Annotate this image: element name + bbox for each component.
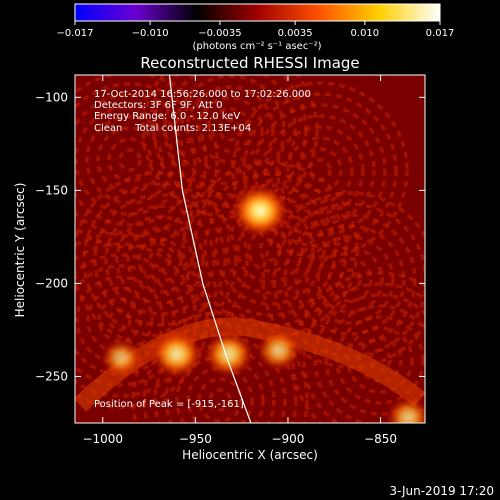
x-axis-label: Heliocentric X (arcsec): [182, 448, 318, 462]
colorbar: [74, 3, 441, 22]
ripple-ring: [104, 204, 216, 316]
colorbar-tick-label: 0.010: [351, 28, 380, 39]
ripple-ring: [82, 182, 238, 338]
ripple-ring: [305, 235, 395, 325]
ripple-ring: [196, 96, 264, 164]
colorbar-tick-label: −0.010: [132, 28, 169, 39]
ripple-ring: [97, 297, 143, 343]
ripple-ring: [126, 226, 194, 294]
peak-position-label: Position of Peak = [-915,-161]: [94, 399, 244, 410]
ripple-ring: [108, 308, 132, 332]
x-tick-label: −900: [271, 432, 304, 446]
ripple-ring: [118, 148, 142, 172]
ripple-ring: [86, 286, 154, 354]
colorbar-tick-label: 0.0035: [278, 28, 313, 39]
ripple-ring: [242, 92, 398, 248]
ripple-ring: [231, 81, 409, 259]
annotation-energy-range: Energy Range: 6.0 - 12.0 keV: [94, 111, 240, 122]
ripple-ring: [258, 238, 282, 262]
emission-source: [231, 184, 289, 237]
emission-source: [257, 330, 301, 371]
ripple-ring: [208, 388, 232, 412]
footer-timestamp: 3-Jun-2019 17:20: [389, 484, 494, 498]
emission-source: [151, 330, 203, 378]
ripple-ring: [247, 227, 293, 273]
y-tick-label: −100: [35, 90, 68, 104]
ripple-ring: [313, 293, 425, 423]
colorbar-tick-label: −0.0035: [198, 28, 241, 39]
ripple-ring: [338, 268, 362, 292]
annotation-time-range: 17-Oct-2014 16:56:26.000 to 17:02:26.000: [94, 89, 311, 100]
emission-sources: [101, 184, 425, 423]
ripple-ring: [197, 377, 243, 423]
ripple-ring: [316, 246, 384, 314]
ripple-ring: [357, 337, 403, 383]
ripple-ring: [297, 147, 343, 193]
ripple-ring: [186, 366, 254, 423]
ripple-ring: [302, 282, 425, 423]
y-tick-label: −200: [35, 276, 68, 290]
ripple-ring: [75, 264, 176, 376]
colorbar-tick-label: 0.017: [426, 28, 455, 39]
ripple-ring: [141, 75, 319, 219]
solar-limb-line: [168, 75, 252, 423]
x-tick-label: −950: [179, 432, 212, 446]
ripple-ring: [85, 115, 175, 205]
ripple-ring: [131, 311, 309, 423]
axis-ticks: −1000 −950 −900 −850 −100 −150 −200 −250: [35, 75, 425, 446]
ripple-ring: [115, 215, 205, 305]
ripple-ring: [75, 242, 198, 398]
y-tick-label: −250: [35, 369, 68, 383]
ripple-ring: [275, 125, 365, 215]
ripple-ring: [153, 333, 287, 423]
ripple-ring: [148, 248, 172, 272]
colorbar-ticks: −0.017 −0.010 −0.0035 0.0035 0.010 0.017: [56, 21, 454, 39]
ripple-ring: [96, 126, 164, 194]
image-layer: [75, 75, 425, 423]
ripple-ring: [236, 216, 304, 284]
ripple-ring: [218, 118, 242, 142]
chart-title: Reconstructed RHESSI Image: [140, 54, 359, 72]
ripple-ring: [75, 253, 187, 387]
ripple-ring: [75, 93, 197, 227]
colorbar-tick-label: −0.017: [56, 28, 93, 39]
annotation-total-counts: Clean Total counts: 2.13E+04: [94, 123, 251, 134]
ripple-ring: [192, 172, 348, 328]
ripple-ring: [286, 136, 354, 204]
ripple-ring: [272, 202, 425, 358]
ripple-ring: [163, 75, 297, 197]
x-tick-label: −1000: [82, 432, 123, 446]
emission-source: [101, 339, 142, 377]
ripple-ring: [107, 137, 153, 183]
emission-source: [386, 397, 425, 423]
ripple-ring: [291, 271, 425, 423]
x-tick-label: −850: [364, 432, 397, 446]
ripple-ring: [75, 82, 208, 238]
ripple-ring: [327, 257, 373, 303]
ripple-ring: [294, 224, 406, 336]
y-tick-label: −150: [35, 183, 68, 197]
y-axis-label: Heliocentric Y (arcsec): [13, 183, 27, 318]
plot-frame: [74, 74, 426, 424]
ripple-ring: [75, 104, 186, 216]
ripple-ring: [152, 75, 308, 208]
ripple-ring: [207, 107, 253, 153]
colorbar-units: (photons cm⁻² s⁻¹ asec⁻²): [192, 41, 321, 52]
ripple-ring: [324, 304, 425, 416]
ripple-ring: [203, 183, 337, 317]
emission-source: [203, 331, 254, 377]
annotation-detectors: Detectors: 3F 6F 9F, Att 0: [94, 100, 222, 111]
ripple-pattern: [75, 75, 425, 423]
